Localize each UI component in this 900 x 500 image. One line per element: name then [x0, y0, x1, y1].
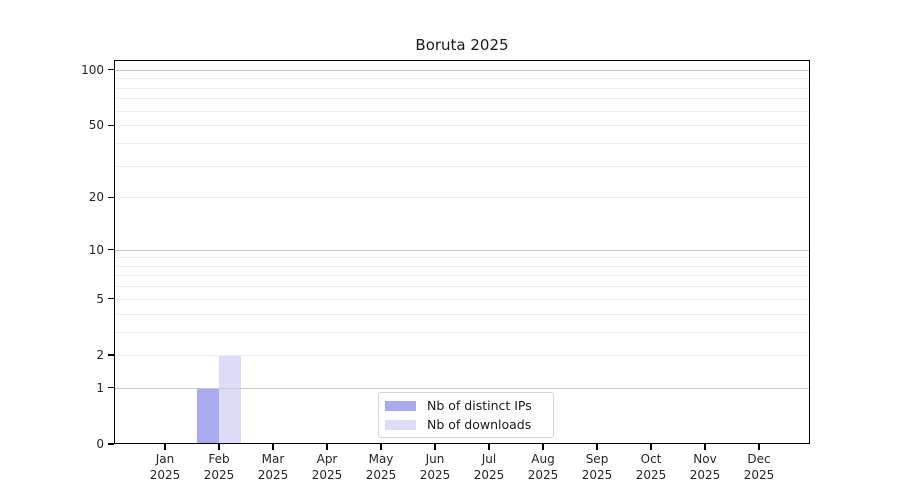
x-tick-month: Apr [316, 452, 338, 466]
minor-gridline [114, 275, 810, 277]
minor-gridline [114, 110, 810, 112]
x-tick-label: Dec 2025 [733, 451, 785, 483]
x-tick-month: Dec [747, 452, 771, 466]
x-tick-label: Aug 2025 [517, 451, 569, 483]
minor-gridline [114, 142, 810, 144]
y-tick-label: 10 [88, 242, 104, 257]
bar-distinct-ips [197, 387, 219, 444]
x-tick-year: 2025 [581, 468, 613, 482]
y-tick-mark [108, 248, 114, 251]
minor-gridline [114, 98, 810, 100]
x-tick-mark [542, 444, 544, 450]
x-tick-month: Feb [208, 452, 230, 466]
y-tick-mark [108, 354, 114, 356]
x-tick-mark [704, 444, 706, 450]
x-tick-mark [380, 444, 382, 450]
x-tick-year: 2025 [365, 468, 397, 482]
legend-swatch-icon [385, 400, 416, 411]
x-tick-mark [488, 444, 490, 450]
minor-gridline [114, 286, 810, 288]
x-tick-label: Sep 2025 [571, 451, 623, 483]
plot-area [114, 60, 810, 444]
x-tick-label: Jun 2025 [409, 451, 461, 483]
x-tick-mark [596, 444, 598, 450]
y-tick-label: 0 [96, 437, 104, 451]
legend-label: Nb of distinct IPs [427, 398, 532, 413]
x-tick-year: 2025 [743, 468, 775, 482]
x-tick-mark [218, 444, 220, 450]
minor-gridline [114, 313, 810, 315]
x-tick-year: 2025 [527, 468, 559, 482]
x-tick-month: Aug [531, 452, 555, 466]
y-tick-mark [108, 124, 114, 126]
y-tick-mark [108, 298, 114, 300]
y-tick-mark [108, 196, 114, 198]
x-tick-label: Feb 2025 [193, 451, 245, 483]
legend-item: Nb of downloads [385, 417, 543, 432]
x-tick-year: 2025 [419, 468, 451, 482]
x-tick-year: 2025 [473, 468, 505, 482]
x-tick-mark [164, 444, 166, 450]
y-tick-mark [108, 69, 114, 71]
major-gridline [114, 387, 810, 389]
x-tick-year: 2025 [149, 468, 181, 482]
y-tick-label: 100 [81, 62, 104, 77]
x-tick-month: Jul [481, 452, 497, 466]
x-tick-year: 2025 [689, 468, 721, 482]
x-tick-month: Nov [693, 452, 717, 466]
x-tick-label: May 2025 [355, 451, 407, 483]
x-tick-year: 2025 [635, 468, 667, 482]
x-tick-mark [434, 444, 436, 450]
x-tick-mark [326, 444, 328, 450]
x-tick-month: Jun [425, 452, 445, 466]
minor-gridline [114, 331, 810, 333]
minor-gridline [114, 125, 810, 127]
x-tick-label: Jan 2025 [139, 451, 191, 483]
y-tick-label: 50 [88, 118, 104, 133]
x-tick-month: May [368, 452, 394, 466]
legend-swatch-icon [385, 419, 416, 430]
minor-gridline [114, 298, 810, 300]
x-tick-year: 2025 [203, 468, 235, 482]
minor-gridline [114, 197, 810, 199]
legend: Nb of distinct IPs Nb of downloads [378, 392, 554, 438]
y-tick-mark [108, 387, 114, 389]
chart-title: Boruta 2025 [415, 36, 509, 54]
major-gridline [114, 249, 810, 251]
bar-downloads [219, 354, 241, 444]
y-tick-label: 1 [96, 380, 104, 395]
y-tick-label: 2 [96, 347, 104, 362]
minor-gridline [114, 354, 810, 356]
x-tick-label: Oct 2025 [625, 451, 677, 483]
y-tick-label: 5 [96, 291, 104, 306]
x-tick-year: 2025 [311, 468, 343, 482]
x-tick-month: Oct [640, 452, 662, 466]
x-tick-label: Apr 2025 [301, 451, 353, 483]
x-tick-label: Jul 2025 [463, 451, 515, 483]
x-tick-mark [272, 444, 274, 450]
y-tick-label: 20 [88, 190, 104, 205]
x-tick-mark [758, 444, 760, 450]
x-tick-label: Mar 2025 [247, 451, 299, 483]
x-tick-label: Nov 2025 [679, 451, 731, 483]
major-gridline [114, 69, 810, 71]
minor-gridline [114, 87, 810, 89]
minor-gridline [114, 257, 810, 259]
x-tick-month: Jan [155, 452, 175, 466]
minor-gridline [114, 265, 810, 267]
legend-label: Nb of downloads [427, 417, 532, 432]
x-tick-month: Sep [585, 452, 609, 466]
legend-item: Nb of distinct IPs [385, 398, 543, 413]
minor-gridline [114, 78, 810, 80]
x-tick-year: 2025 [257, 468, 289, 482]
y-tick-mark [108, 443, 114, 445]
minor-gridline [114, 165, 810, 167]
x-tick-mark [650, 444, 652, 450]
x-tick-month: Mar [261, 452, 285, 466]
